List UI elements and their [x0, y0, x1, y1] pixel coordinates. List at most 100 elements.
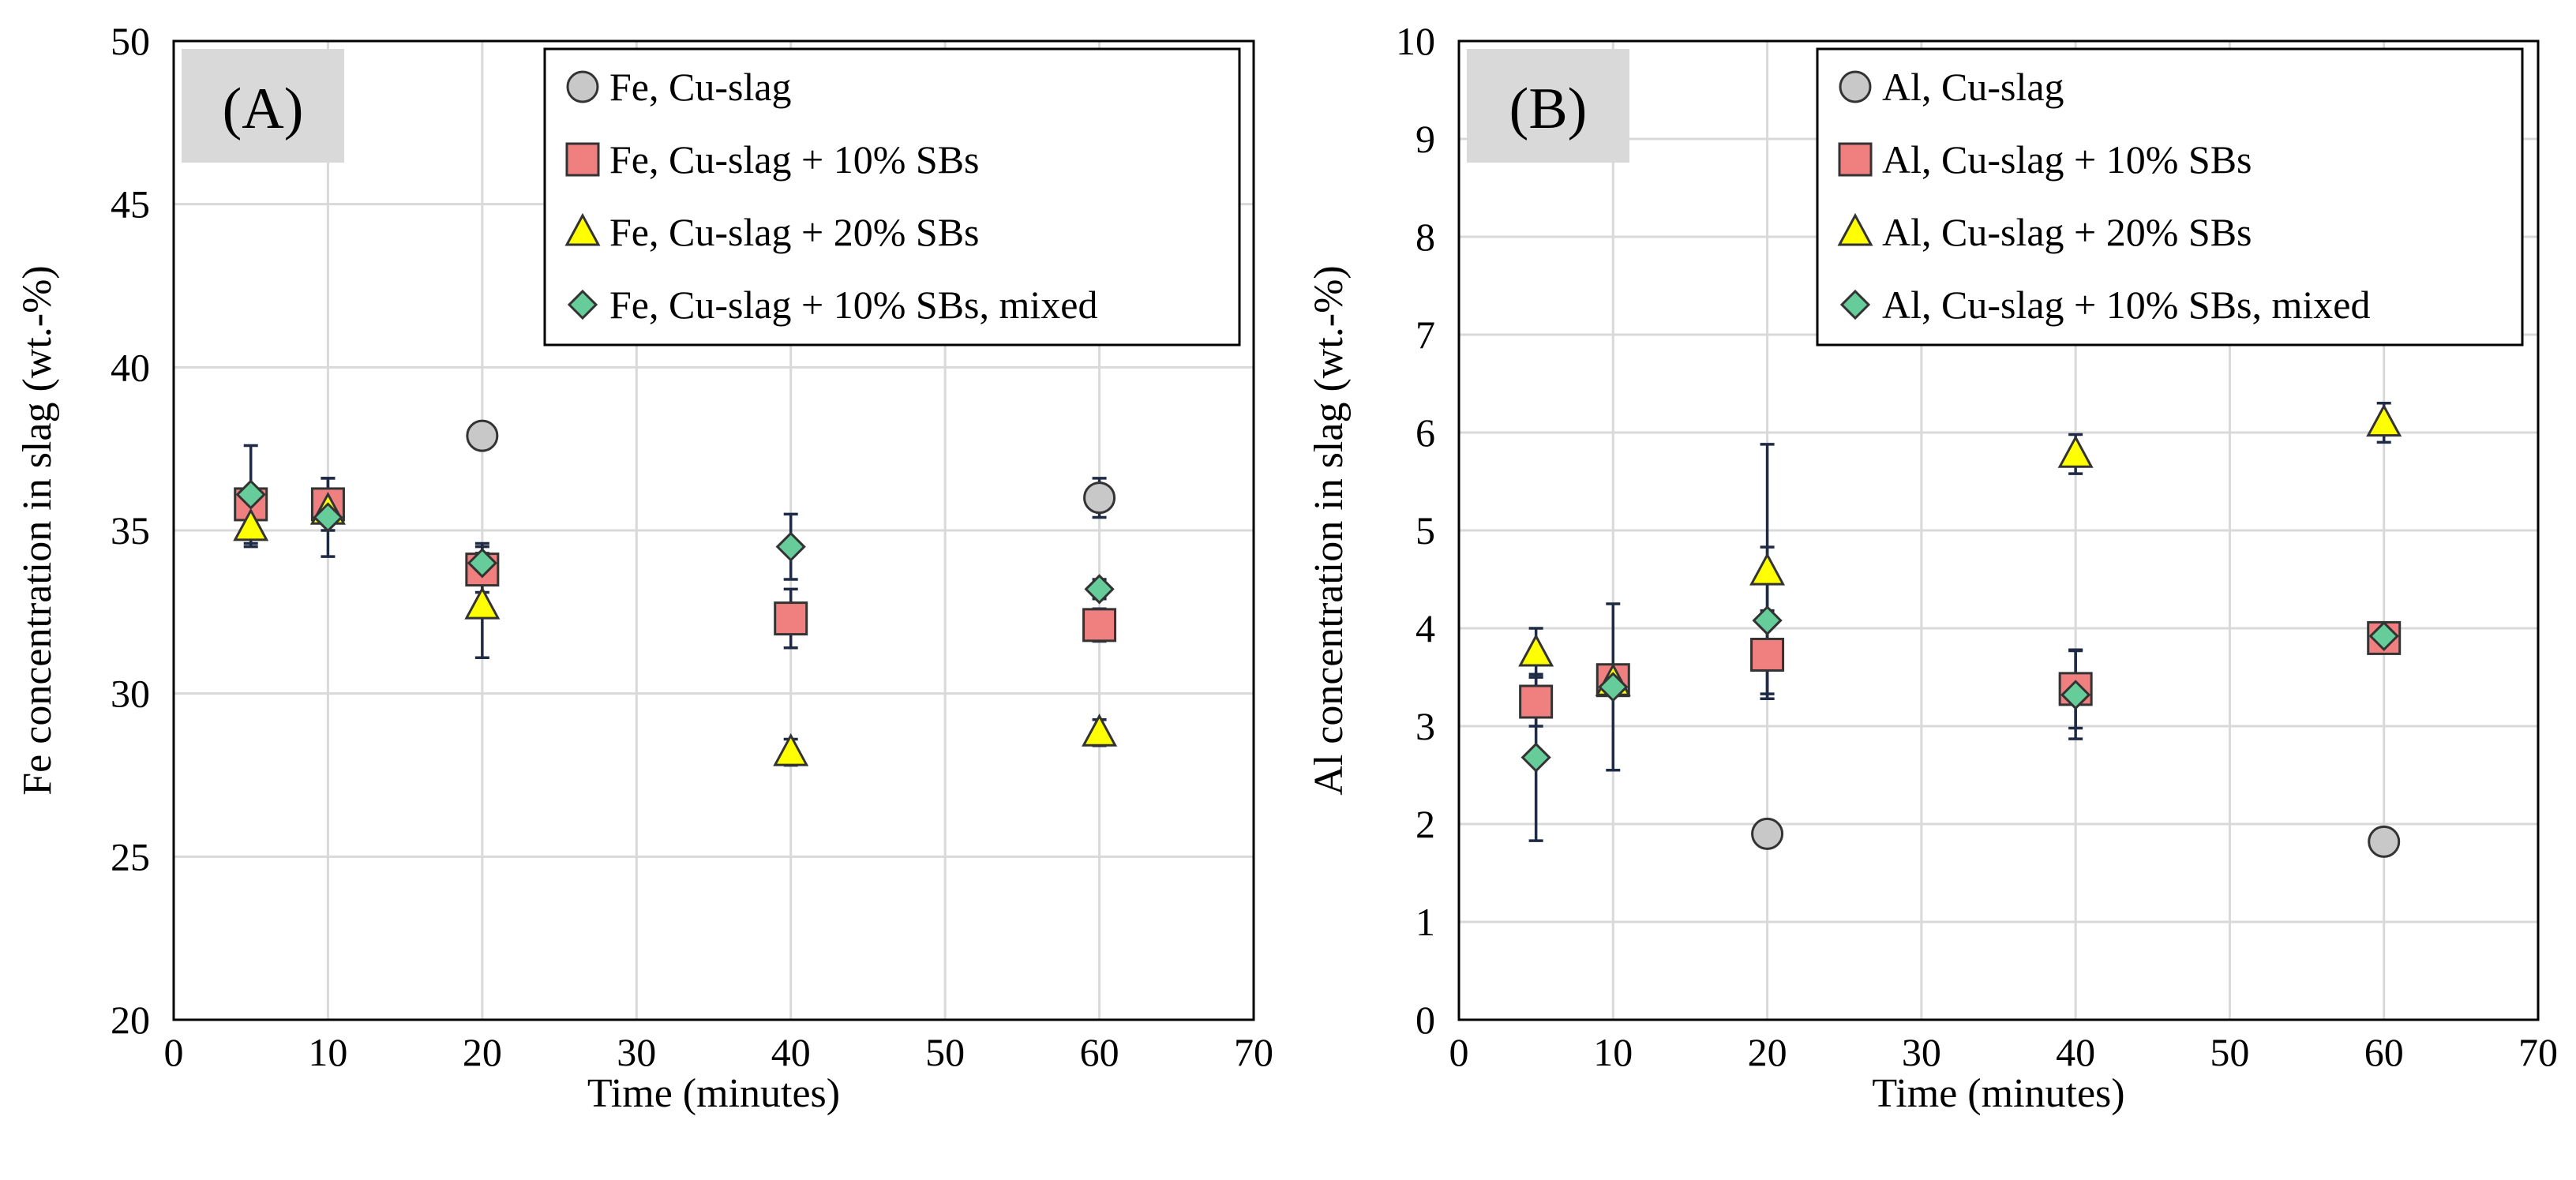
panel-label: (B) — [1509, 77, 1588, 141]
legend-marker — [564, 212, 601, 246]
x-tick-label: 50 — [2210, 1030, 2249, 1074]
legend-entry: Fe, Cu-slag + 10% SBs — [609, 137, 980, 182]
data-point — [1519, 684, 1554, 719]
data-point — [1749, 552, 1786, 586]
y-tick-label: 0 — [1415, 998, 1435, 1042]
y-tick-label: 2 — [1415, 802, 1435, 846]
data-point — [1083, 481, 1116, 515]
data-point — [2368, 825, 2401, 858]
legend-entry: Al, Cu-slag — [1882, 65, 2064, 109]
data-point — [233, 508, 269, 541]
data-point — [775, 531, 806, 562]
y-tick-label: 4 — [1415, 606, 1435, 650]
legend-marker — [1837, 212, 1873, 246]
data-point — [1520, 742, 1551, 773]
data-point — [1752, 605, 1783, 636]
legend-entry: Al, Cu-slag + 10% SBs — [1882, 137, 2252, 182]
legend-marker — [1839, 289, 1871, 320]
legend-entry: Al, Cu-slag + 10% SBs, mixed — [1882, 283, 2370, 327]
y-tick-label: 3 — [1415, 704, 1435, 748]
y-tick-label: 40 — [111, 345, 150, 389]
y-axis-title: Al concentration in slag (wt.-%) — [1307, 265, 1352, 795]
y-tick-label: 1 — [1415, 900, 1435, 944]
x-tick-label: 10 — [308, 1030, 347, 1074]
x-tick-label: 10 — [1593, 1030, 1633, 1074]
data-point — [467, 548, 497, 579]
data-point — [1518, 633, 1554, 667]
data-series — [1520, 605, 2399, 773]
data-point — [2057, 435, 2094, 468]
x-tick-label: 60 — [1080, 1030, 1119, 1074]
legend-marker — [566, 70, 599, 103]
data-series — [1518, 403, 2402, 696]
data-point — [2060, 680, 2091, 710]
data-point — [1598, 672, 1629, 702]
y-tick-label: 30 — [111, 672, 150, 716]
y-tick-label: 20 — [111, 998, 150, 1042]
legend-entry: Fe, Cu-slag + 20% SBs — [609, 210, 980, 254]
x-tick-label: 0 — [1449, 1030, 1469, 1074]
legend-marker — [1839, 70, 1872, 103]
data-series — [233, 492, 1118, 766]
data-point — [2366, 403, 2402, 437]
y-tick-label: 9 — [1415, 117, 1435, 161]
legend-marker — [567, 289, 598, 320]
data-point — [2368, 620, 2399, 652]
legend-entry: Fe, Cu-slag — [609, 65, 792, 109]
x-axis-title: Time (minutes) — [1872, 1071, 2124, 1116]
y-tick-label: 7 — [1415, 313, 1435, 357]
x-axis-title: Time (minutes) — [587, 1071, 840, 1116]
data-point — [1082, 608, 1117, 642]
y-tick-label: 5 — [1415, 508, 1435, 553]
legend-marker — [565, 142, 600, 177]
data-point — [1082, 714, 1118, 747]
x-tick-label: 0 — [164, 1030, 184, 1074]
x-tick-label: 70 — [2518, 1030, 2558, 1074]
plot-frame — [1457, 39, 2540, 1021]
legend-entry: Fe, Cu-slag + 10% SBs, mixed — [609, 283, 1097, 327]
data-point — [1751, 817, 1784, 850]
chart-panel-b: 0 10 20 30 40 50 60 70 0 1 2 3 4 5 6 7 8 9 10 Time (minutes… — [1307, 19, 2558, 1116]
y-tick-label: 10 — [1396, 19, 1435, 63]
panel-label: (A) — [223, 77, 304, 141]
y-tick-label: 35 — [111, 508, 150, 553]
chart-panel-a: 0 10 20 30 40 50 60 70 20 25 30 35 40 45 50 Time (minut… — [15, 19, 1273, 1116]
data-point — [1084, 574, 1115, 605]
x-tick-label: 20 — [463, 1030, 502, 1074]
plot-frame — [172, 39, 1255, 1021]
panel-label-box — [1467, 49, 1629, 163]
data-point — [774, 601, 808, 636]
data-series — [235, 479, 1115, 605]
x-tick-label: 30 — [617, 1030, 656, 1074]
legend-entry: Al, Cu-slag + 20% SBs — [1882, 210, 2252, 254]
data-series — [1751, 817, 2401, 858]
panel-label-box — [182, 49, 344, 163]
y-tick-label: 50 — [111, 19, 150, 63]
data-point — [235, 479, 266, 510]
data-point — [1750, 637, 1785, 672]
legend-box — [1816, 47, 2524, 347]
data-point — [313, 502, 343, 533]
data-series — [466, 419, 1116, 515]
y-tick-label: 25 — [111, 834, 150, 878]
legend-marker — [1838, 142, 1873, 177]
y-axis-title: Fe concentration in slag (wt.-%) — [15, 265, 60, 795]
data-series — [234, 487, 1117, 642]
x-tick-label: 20 — [1748, 1030, 1787, 1074]
x-tick-label: 70 — [1234, 1030, 1273, 1074]
y-tick-label: 45 — [111, 182, 150, 227]
legend-box — [543, 47, 1241, 347]
x-tick-label: 50 — [925, 1030, 965, 1074]
y-tick-label: 6 — [1415, 410, 1435, 455]
x-tick-label: 40 — [771, 1030, 811, 1074]
x-tick-label: 40 — [2056, 1030, 2095, 1074]
x-tick-label: 60 — [2364, 1030, 2404, 1074]
data-point — [773, 732, 809, 766]
y-tick-label: 8 — [1415, 215, 1435, 259]
data-point — [464, 586, 501, 620]
x-tick-label: 30 — [1902, 1030, 1941, 1074]
data-series — [1519, 620, 2402, 719]
data-point — [466, 419, 499, 452]
